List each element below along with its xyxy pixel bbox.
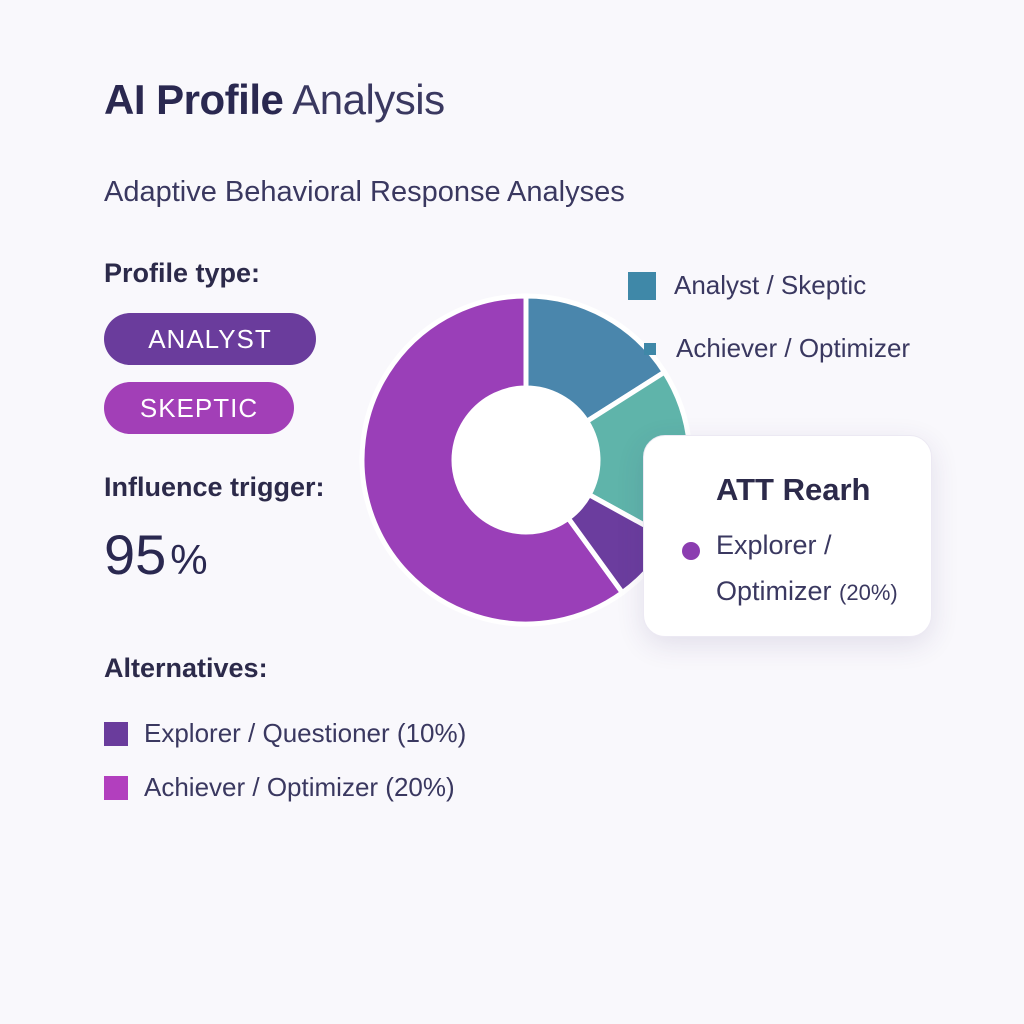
title-light: Analysis (292, 76, 445, 123)
alternative-item: Explorer / Questioner (10%) (104, 718, 466, 749)
influence-unit: % (170, 536, 208, 583)
alternative-label: Achiever / Optimizer (20%) (144, 772, 455, 802)
tooltip-line-2-percent: (20%) (839, 580, 898, 605)
legend-item: Achiever / Optimizer (628, 333, 910, 364)
legend-label: Analyst / Skeptic (674, 270, 867, 300)
alternative-swatch (104, 721, 128, 746)
influence-number: 95 (104, 523, 167, 586)
tooltip-line-2: Optimizer (20%) (716, 576, 898, 607)
alternatives-label: Alternatives: (104, 653, 268, 683)
alternative-swatch (104, 775, 128, 800)
influence-trigger-label: Influence trigger: (104, 472, 325, 502)
tooltip-line-1: Explorer / (716, 530, 832, 560)
donut-hole (454, 388, 598, 532)
page-title: AI Profile Analysis (104, 76, 445, 124)
legend-swatch (644, 342, 656, 355)
profile-type-label: Profile type: (104, 258, 261, 288)
page-subtitle: Adaptive Behavioral Response Analyses (104, 176, 625, 208)
legend-item: Analyst / Skeptic (628, 270, 866, 301)
legend-swatch (628, 271, 656, 300)
tag-analyst: ANALYST (104, 313, 316, 365)
alternative-item: Achiever / Optimizer (20%) (104, 772, 455, 803)
tag-skeptic: SKEPTIC (104, 382, 294, 434)
title-bold: AI Profile (104, 76, 284, 123)
tooltip-title: ATT Rearh (716, 472, 871, 507)
tooltip-line-2-label: Optimizer (716, 576, 832, 606)
tooltip-dot-icon (682, 542, 700, 560)
tooltip-card: ATT Rearh Explorer / Optimizer (20%) (643, 435, 932, 637)
influence-value: 95% (104, 522, 208, 587)
alternative-label: Explorer / Questioner (10%) (144, 718, 467, 748)
legend-label: Achiever / Optimizer (676, 333, 911, 363)
